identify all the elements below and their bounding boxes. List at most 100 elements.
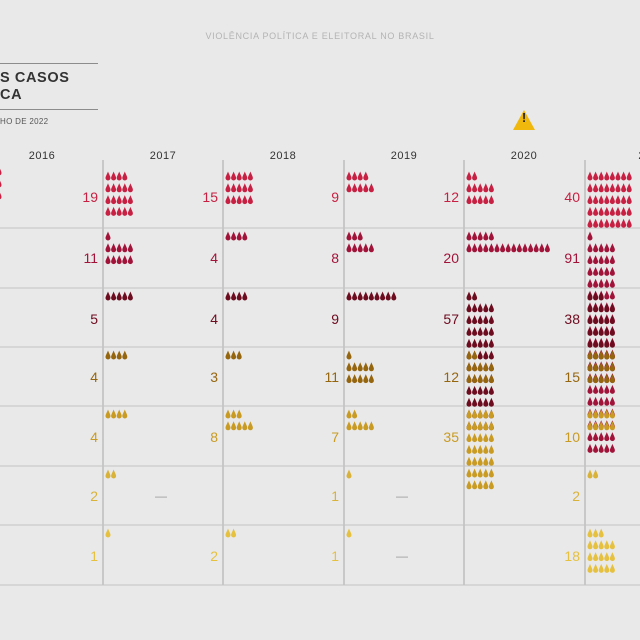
drop-mark — [231, 350, 237, 360]
drop-mark — [483, 433, 489, 443]
drop-mark — [236, 291, 242, 301]
drop-mark — [609, 206, 615, 216]
drop-mark — [593, 432, 599, 442]
drop-mark — [483, 195, 489, 205]
drop-mark — [593, 218, 599, 228]
drop-mark — [598, 374, 604, 384]
drop-mark — [604, 195, 610, 205]
drop-mark — [346, 528, 352, 538]
drop-mark — [466, 480, 472, 490]
drop-mark — [609, 409, 615, 419]
drop-mark — [615, 206, 621, 216]
drop-mark — [105, 409, 111, 419]
value-label: 11 — [324, 369, 339, 385]
drop-mark — [368, 362, 374, 372]
drop-mark — [472, 303, 478, 313]
drop-mark — [111, 255, 117, 265]
drop-mark — [604, 338, 610, 348]
drop-mark — [587, 206, 593, 216]
value-label: 57 — [443, 311, 459, 327]
drop-mark — [598, 409, 604, 419]
drop-mark — [615, 218, 621, 228]
drop-mark — [483, 303, 489, 313]
drop-mark — [477, 456, 483, 466]
drop-mark — [587, 443, 593, 453]
drop-mark — [593, 362, 599, 372]
drop-mark — [533, 243, 539, 253]
warning-icon[interactable]: ! — [512, 109, 536, 131]
drop-mark — [483, 231, 489, 241]
drop-mark — [604, 303, 610, 313]
drop-mark — [477, 433, 483, 443]
value-label: 2 — [210, 548, 218, 564]
drop-mark — [116, 183, 122, 193]
drop-mark — [477, 326, 483, 336]
drop-mark — [477, 468, 483, 478]
no-data-dash: — — [396, 489, 408, 503]
value-label: 10 — [564, 429, 580, 445]
drop-mark — [225, 350, 231, 360]
drop-mark — [346, 243, 352, 253]
drop-mark — [122, 171, 128, 181]
drop-mark — [483, 350, 489, 360]
drop-mark — [593, 171, 599, 181]
drop-mark — [357, 183, 363, 193]
drop-mark — [516, 243, 522, 253]
year-label: 2016 — [29, 150, 55, 162]
drop-mark — [472, 171, 478, 181]
drop-mark — [593, 552, 599, 562]
drop-mark — [604, 374, 610, 384]
drop-mark — [352, 243, 358, 253]
drop-mark — [587, 171, 593, 181]
drop-mark — [609, 326, 615, 336]
drop-mark — [488, 326, 494, 336]
drop-mark — [604, 171, 610, 181]
drop-mark — [477, 338, 483, 348]
drop-mark — [116, 255, 122, 265]
drop-mark — [604, 350, 610, 360]
drop-mark — [488, 362, 494, 372]
drop-mark — [587, 396, 593, 406]
drop-mark — [472, 291, 478, 301]
drop-mark — [363, 171, 369, 181]
drop-mark — [593, 443, 599, 453]
drop-mark — [488, 385, 494, 395]
drop-mark — [352, 374, 358, 384]
drop-mark — [587, 362, 593, 372]
drop-mark — [466, 243, 472, 253]
drop-mark — [357, 362, 363, 372]
drop-mark — [604, 266, 610, 276]
drop-mark — [587, 374, 593, 384]
drop-mark — [483, 338, 489, 348]
drop-mark — [105, 195, 111, 205]
value-label: 1 — [331, 548, 339, 564]
drop-mark — [477, 350, 483, 360]
drop-mark — [609, 384, 615, 394]
drop-mark — [587, 338, 593, 348]
drop-mark — [483, 421, 489, 431]
drop-mark — [242, 421, 248, 431]
drop-mark — [352, 171, 358, 181]
drop-mark — [604, 396, 610, 406]
drop-mark — [105, 291, 111, 301]
drop-mark — [116, 350, 122, 360]
drop-mark — [598, 206, 604, 216]
drop-mark — [609, 218, 615, 228]
drop-mark — [511, 243, 517, 253]
drop-mark — [242, 231, 248, 241]
drop-mark — [598, 195, 604, 205]
drop-mark — [466, 456, 472, 466]
drop-mark — [505, 243, 511, 253]
drop-mark — [466, 315, 472, 325]
drop-mark — [466, 385, 472, 395]
drop-mark — [621, 183, 627, 193]
drop-mark — [346, 171, 352, 181]
drop-mark — [604, 315, 610, 325]
drop-mark — [609, 552, 615, 562]
drop-mark — [247, 421, 253, 431]
drop-mark — [477, 362, 483, 372]
drop-mark — [587, 183, 593, 193]
drop-mark — [598, 303, 604, 313]
drop-mark — [247, 183, 253, 193]
drop-mark — [604, 326, 610, 336]
